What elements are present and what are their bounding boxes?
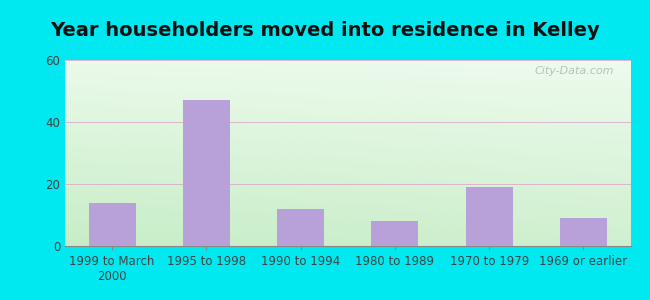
Bar [560, 218, 607, 246]
Text: Year householders moved into residence in Kelley: Year householders moved into residence i… [50, 21, 600, 40]
Bar [88, 202, 136, 246]
Bar [277, 209, 324, 246]
Bar [183, 100, 230, 246]
Text: City-Data.com: City-Data.com [534, 66, 614, 76]
Bar [371, 221, 419, 246]
Bar [465, 187, 513, 246]
